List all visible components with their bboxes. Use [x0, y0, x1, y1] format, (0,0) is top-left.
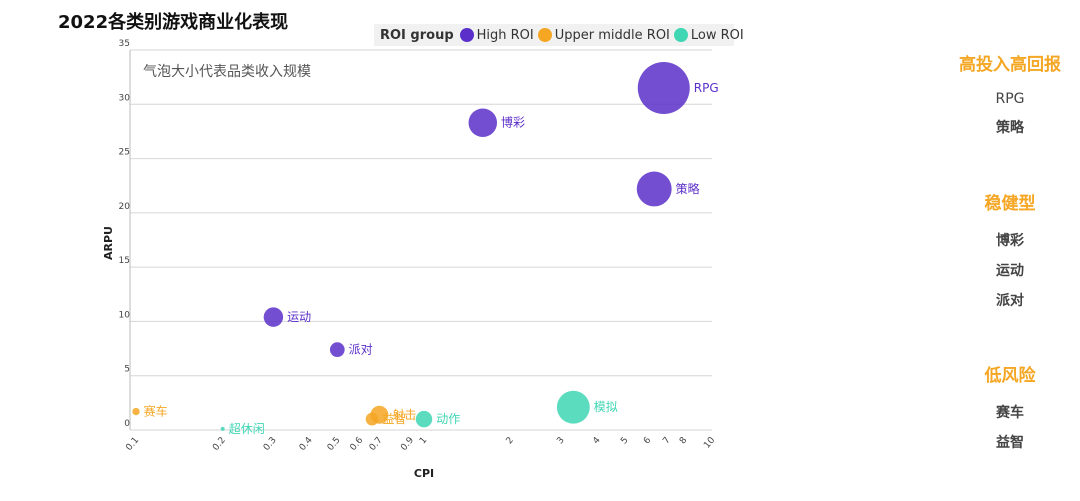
legend-swatch-high-roi: [459, 28, 474, 42]
bubble-label: 赛车: [144, 404, 168, 419]
legend-swatch-low-roi: [673, 28, 688, 42]
bubble-point: [365, 412, 379, 426]
x-axis-label: CPI: [414, 467, 434, 480]
y-tick-label: 10: [119, 310, 131, 320]
y-tick-label: 0: [124, 419, 130, 429]
side-heading: 稳健型: [984, 194, 1036, 214]
grid-lines: [130, 49, 712, 431]
y-axis-label: ARPU: [102, 226, 115, 260]
y-tick-label: 35: [119, 39, 130, 49]
bubble-point: [220, 426, 225, 431]
x-tick-label: 0.4: [298, 435, 315, 453]
chart-title: 2022各类别游戏商业化表现: [58, 12, 289, 33]
side-group-low-risk: 低风险 赛车 益智: [940, 361, 1080, 452]
bubble-label: 博彩: [501, 115, 525, 130]
side-item: 策略: [996, 120, 1024, 136]
legend-entry-low-roi: Low ROI: [673, 27, 744, 43]
side-item: 益智: [996, 435, 1024, 451]
bubble-point: [468, 108, 498, 137]
bubble-label: 益智: [382, 411, 406, 426]
side-heading: 低风险: [984, 366, 1036, 386]
x-tick-label: 0.9: [399, 435, 416, 453]
side-group-steady: 稳健型 博彩 运动 派对: [940, 189, 1080, 310]
x-tick-label: 0.3: [262, 436, 279, 453]
bubble-label: 运动: [287, 310, 311, 324]
x-tick-label: 10: [702, 435, 717, 450]
legend-swatch-upper-middle-roi: [537, 28, 552, 42]
bubble-point: [329, 342, 345, 358]
legend-label-high-roi: High ROI: [476, 27, 534, 43]
side-group-high-investment: 高投入高回报 RPG 策略: [940, 50, 1080, 137]
bubble-point: [415, 410, 433, 428]
x-tick-label: 0.7: [368, 436, 385, 453]
bubble-point: [263, 307, 284, 327]
x-tick-label: 6: [642, 435, 654, 446]
y-tick-label: 5: [124, 365, 130, 375]
x-tick-label: 0.5: [326, 436, 343, 453]
bubble-point: [637, 62, 690, 114]
x-tick-label: 4: [591, 435, 603, 446]
legend-label-low-roi: Low ROI: [690, 27, 744, 43]
bubble-label: RPG: [694, 81, 719, 95]
bubble-point: [636, 171, 672, 207]
legend: ROI group High ROI Upper middle ROI Low …: [374, 24, 744, 46]
bubble-label: 派对: [349, 343, 373, 357]
legend-entry-high-roi: High ROI: [459, 27, 534, 43]
side-heading: 高投入高回报: [959, 55, 1061, 75]
x-tick-label: 2: [505, 436, 516, 447]
bubble-point: [132, 407, 140, 416]
side-item: 赛车: [996, 405, 1024, 421]
x-tick-label: 5: [619, 436, 630, 447]
bubble-label: 射击: [392, 407, 416, 422]
chart-annotation: 气泡大小代表品类收入规模: [143, 63, 311, 79]
side-item: 博彩: [996, 233, 1024, 249]
x-tick-label: 0.1: [124, 436, 141, 453]
legend-title: ROI group: [380, 27, 454, 43]
x-tick-label: 0.6: [349, 435, 366, 453]
bubble-label: 模拟: [594, 400, 618, 414]
x-tick-label: 3: [555, 436, 566, 447]
x-tick-label: 1: [418, 436, 429, 447]
x-tick-label: 0.2: [211, 436, 228, 453]
x-tick-label: 7: [661, 436, 672, 447]
y-tick-label: 20: [119, 202, 131, 212]
legend-entry-upper-middle-roi: Upper middle ROI: [537, 27, 670, 43]
y-tick-label: 25: [119, 148, 130, 158]
legend-label-upper-middle-roi: Upper middle ROI: [554, 27, 670, 43]
side-item: RPG: [995, 91, 1025, 107]
y-tick-label: 30: [119, 93, 131, 103]
side-item: 运动: [996, 263, 1024, 279]
bubble-label: 超休闲: [229, 421, 265, 436]
side-item: 派对: [996, 293, 1024, 309]
bubble-label: 策略: [676, 181, 700, 196]
bubble-label: 动作: [436, 412, 460, 426]
y-tick-label: 15: [119, 256, 130, 266]
bubble-point: [556, 390, 590, 424]
x-tick-label: 8: [678, 435, 690, 446]
